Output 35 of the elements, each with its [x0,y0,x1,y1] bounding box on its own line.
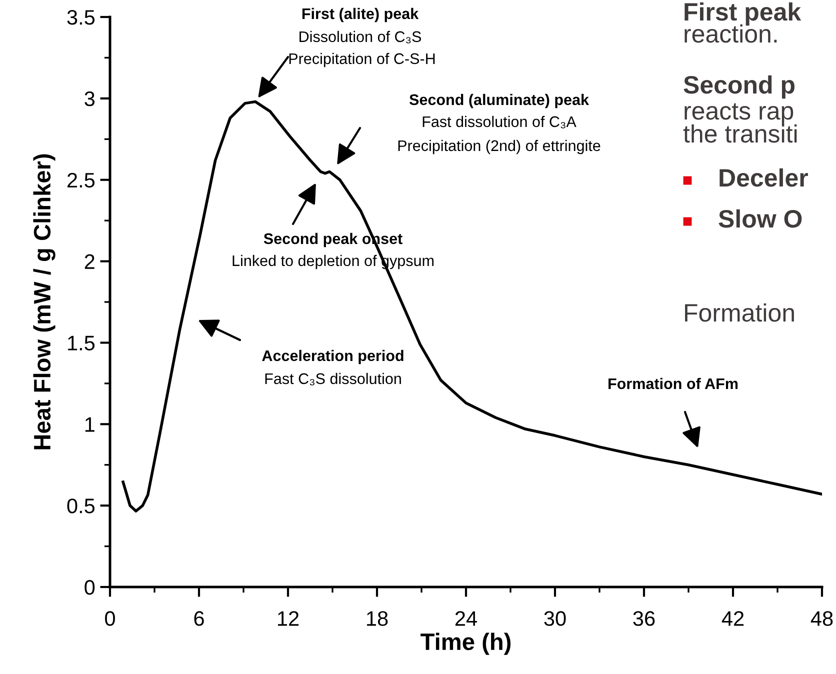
x-tick-label: 30 [544,611,566,626]
y-tick-label: 2.5 [68,172,95,188]
x-tick-label: 24 [455,611,477,626]
annotation: reacts rap [684,103,794,125]
annotation: Acceleration period [262,350,404,364]
x-tick-label: 48 [810,611,833,626]
annotation: the transiti [683,124,797,143]
x-tick-label: 18 [367,611,388,626]
y-tick-label: 2 [84,254,94,269]
annotation: reaction. [684,24,777,43]
y-axis-title: Heat Flow (mW / g Clinker) [33,154,56,450]
annotation: Second (aluminate) peak [409,94,590,108]
x-tick-label: 0 [105,611,115,626]
x-tick-label: 12 [278,611,299,626]
annotation: Dissolution of C₃S [300,30,421,44]
annotation: Second p [684,75,794,99]
annotation: Fast dissolution of C₃A [422,116,576,128]
y-tick-label: 1.5 [68,336,95,350]
annotation: Fast C₃S dissolution [265,372,401,386]
annotation: Precipitation (2nd) of ettringite [398,140,600,154]
y-tick-label: 1 [85,417,94,432]
y-tick-label: 3.5 [67,10,95,25]
x-tick-label: 42 [722,611,744,626]
x-axis-title: Time (h) [420,632,511,655]
x-tick-label: 36 [633,611,655,626]
annotation: Deceler [720,168,808,187]
y-tick-label: 0.5 [67,498,95,514]
y-tick-label: 0 [84,580,95,595]
x-tick-label: 6 [194,611,204,626]
annotation: Precipitation of C-S-H [289,52,435,68]
y-tick-label: 3 [84,91,94,106]
annotation: Slow O [718,209,802,228]
annotation: Formation of AFm [608,378,738,390]
annotation: First (alite) peak [302,8,419,22]
annotation: Formation [685,303,794,322]
